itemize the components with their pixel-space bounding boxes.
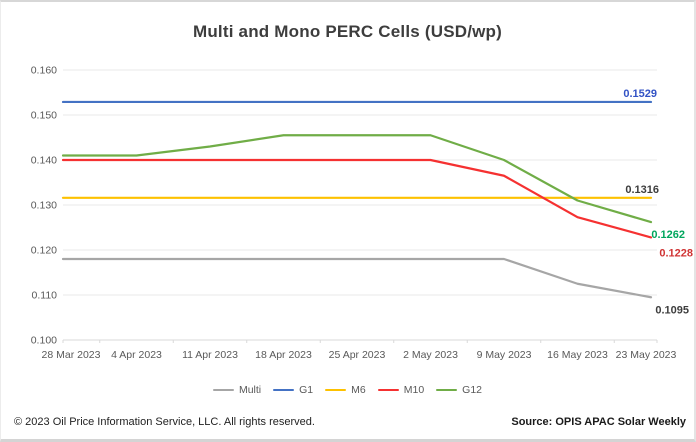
y-axis-label: 0.150 bbox=[31, 110, 57, 122]
series-line-g12 bbox=[61, 134, 653, 224]
copyright-text: © 2023 Oil Price Information Service, LL… bbox=[14, 416, 315, 428]
series-end-label-g1: 0.1529 bbox=[623, 88, 657, 100]
x-axis-label: 18 Apr 2023 bbox=[255, 349, 312, 361]
y-axis-label: 0.160 bbox=[31, 65, 57, 77]
legend-label-m6: M6 bbox=[351, 384, 366, 396]
x-axis-label: 4 Apr 2023 bbox=[111, 349, 162, 361]
legend-swatch-g1 bbox=[273, 388, 295, 392]
source-text: Source: OPIS APAC Solar Weekly bbox=[511, 416, 686, 428]
chart-canvas: 0.160 0.150 0.140 0.130 0.120 0.110 0.100 28 Ma… bbox=[31, 65, 693, 362]
legend-swatch-multi bbox=[212, 388, 234, 392]
legend-item-multi: Multi bbox=[212, 384, 262, 396]
legend-swatch-m6 bbox=[325, 388, 347, 392]
x-axis-label: 2 May 2023 bbox=[403, 349, 458, 361]
chart-legend: Multi G1 M6 M10 G12 bbox=[1, 384, 694, 396]
y-axis-label: 0.110 bbox=[32, 290, 58, 302]
x-axis-label: 28 Mar 2023 bbox=[42, 349, 101, 361]
x-axis-label: 11 Apr 2023 bbox=[182, 349, 238, 361]
legend-swatch-m10 bbox=[377, 388, 399, 392]
x-axis-label: 9 May 2023 bbox=[477, 349, 532, 361]
y-axis-label: 0.120 bbox=[31, 245, 57, 257]
series-end-label-g12: 0.1262 bbox=[651, 229, 685, 241]
legend-label-g1: G1 bbox=[299, 384, 314, 396]
chart-footer: © 2023 Oil Price Information Service, LL… bbox=[1, 416, 694, 428]
chart-title: Multi and Mono PERC Cells (USD/wp) bbox=[192, 22, 502, 41]
legend-label-m10: M10 bbox=[403, 384, 425, 396]
series-end-label-m6: 0.1316 bbox=[625, 184, 659, 196]
y-axis-label: 0.140 bbox=[31, 155, 57, 167]
legend-swatch-g12 bbox=[436, 388, 458, 392]
legend-item-g12: G12 bbox=[436, 384, 482, 396]
legend-label-multi: Multi bbox=[238, 384, 262, 396]
x-axis-label: 23 May 2023 bbox=[616, 349, 677, 361]
series-end-label-multi: 0.1095 bbox=[655, 304, 689, 316]
legend-label-g12: G12 bbox=[462, 384, 483, 396]
legend-item-m10: M10 bbox=[377, 384, 425, 396]
x-axis-label: 16 May 2023 bbox=[547, 349, 608, 361]
legend-item-m6: M6 bbox=[325, 384, 366, 396]
series-line-multi bbox=[61, 257, 653, 299]
x-axis-label: 25 Apr 2023 bbox=[329, 349, 386, 361]
y-axis-label: 0.100 bbox=[31, 335, 57, 347]
series-end-label-m10: 0.1228 bbox=[659, 247, 693, 259]
series-line-m10 bbox=[61, 158, 653, 239]
y-axis-label: 0.130 bbox=[31, 200, 57, 212]
legend-item-g1: G1 bbox=[273, 384, 313, 396]
